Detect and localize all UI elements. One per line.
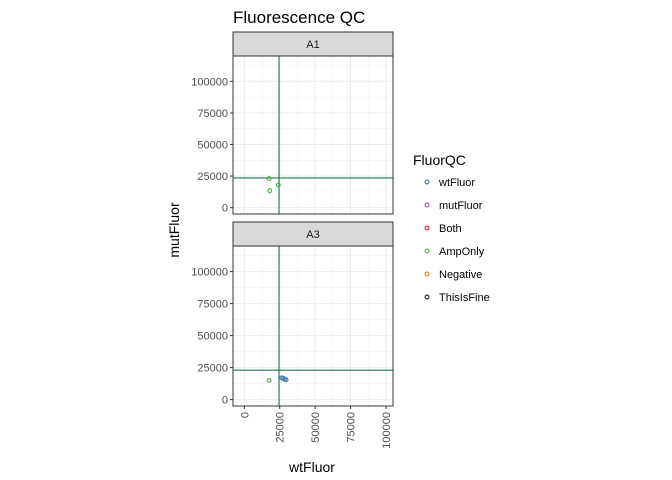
y-tick-label: 25000 [197, 171, 228, 183]
facet-panel-a3: A3 0 25000 50000 75000 100000 [191, 221, 394, 407]
x-tick-label: 50000 [310, 412, 322, 443]
y-tick-label: 50000 [197, 331, 228, 343]
legend-key [424, 202, 430, 208]
y-tick-label: 75000 [197, 108, 228, 120]
y-tick-label: 25000 [197, 363, 228, 375]
legend: FluorQC wtFluor mutFluor Both AmpOnly Negativ… [413, 152, 490, 304]
data-point [267, 188, 273, 194]
y-tick-label: 0 [222, 395, 228, 407]
x-tick-label: 0 [239, 412, 251, 418]
legend-label: wtFluor [438, 177, 475, 189]
legend-label: AmpOnly [439, 246, 485, 258]
panel-border [232, 245, 394, 407]
legend-label: Both [439, 223, 462, 235]
legend-key [424, 179, 430, 185]
legend-key [424, 294, 430, 300]
x-tick-label: 75000 [346, 412, 358, 443]
x-tick-label: 25000 [275, 412, 287, 443]
legend-key [424, 271, 430, 277]
panel-border [232, 55, 394, 215]
legend-item: Both [424, 223, 462, 235]
legend-item: ThisIsFine [424, 292, 490, 304]
facet-panels: A1 0 25000 50000 75000 100000 A3 0 25000 50000 750… [191, 31, 394, 407]
facet-strip-label: A1 [306, 39, 319, 51]
y-tick-label: 50000 [197, 139, 228, 151]
data-point [283, 377, 289, 383]
legend-label: mutFluor [439, 200, 483, 212]
legend-item: mutFluor [424, 200, 483, 212]
data-point [275, 182, 281, 188]
y-tick-label: 100000 [191, 267, 228, 279]
panel-background [233, 246, 393, 406]
data-point [266, 176, 272, 182]
legend-label: ThisIsFine [439, 292, 490, 304]
legend-item: AmpOnly [424, 246, 485, 258]
data-point [266, 377, 272, 383]
y-tick-label: 75000 [197, 299, 228, 311]
legend-item: wtFluor [424, 177, 475, 189]
legend-title: FluorQC [413, 152, 466, 168]
y-tick-label: 100000 [191, 76, 228, 88]
legend-key [424, 225, 430, 231]
x-tick-label: 100000 [381, 412, 393, 449]
y-axis-title: mutFluor [166, 202, 182, 258]
x-axis: 0 25000 50000 75000 100000 [239, 406, 393, 449]
facet-panel-a1: A1 0 25000 50000 75000 100000 [191, 31, 394, 215]
facet-strip-label: A3 [306, 229, 319, 241]
facet-strip [232, 221, 394, 247]
panel-background [233, 56, 393, 214]
legend-key [424, 248, 430, 254]
legend-item: Negative [424, 269, 482, 281]
x-axis-title: wtFluor [288, 459, 335, 475]
legend-label: Negative [439, 269, 482, 281]
chart-title: Fluorescence QC [233, 8, 365, 27]
y-tick-label: 0 [222, 203, 228, 215]
facet-strip [232, 31, 394, 57]
